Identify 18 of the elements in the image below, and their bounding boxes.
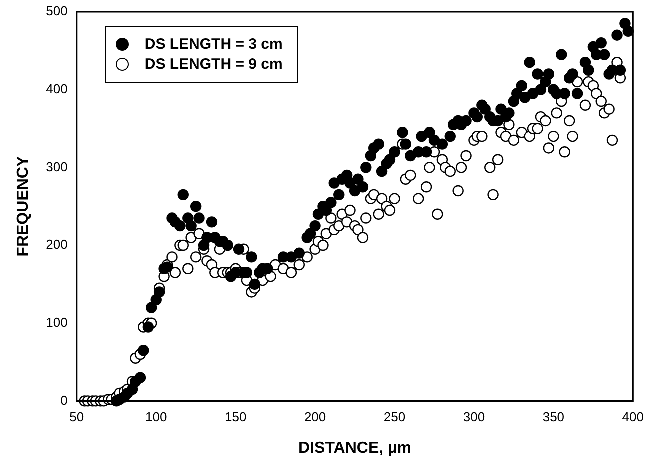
x-tick-label: 200 [304, 410, 326, 425]
y-axis-title: FREQUENCY [15, 156, 32, 257]
x-tick-label: 100 [146, 410, 168, 425]
legend-label: DS LENGTH = 3 cm [144, 36, 283, 53]
y-tick-label: 100 [46, 314, 68, 330]
y-tick-label: 400 [46, 81, 68, 96]
legend-label: DS LENGTH = 9 cm [144, 56, 283, 73]
y-tick-label: 200 [46, 237, 68, 252]
y-tick-label: 500 [46, 4, 68, 19]
y-tick-label: 0 [60, 392, 68, 408]
x-tick-label: 300 [463, 410, 486, 425]
x-tick-label: 150 [224, 410, 247, 425]
x-tick-label: 400 [622, 410, 644, 425]
x-tick-label: 50 [70, 410, 84, 425]
y-tick-label: 300 [46, 159, 68, 174]
x-tick-label: 350 [542, 410, 565, 425]
x-tick-label: 250 [384, 410, 406, 425]
x-axis-title: DISTANCE, µm [298, 440, 412, 457]
